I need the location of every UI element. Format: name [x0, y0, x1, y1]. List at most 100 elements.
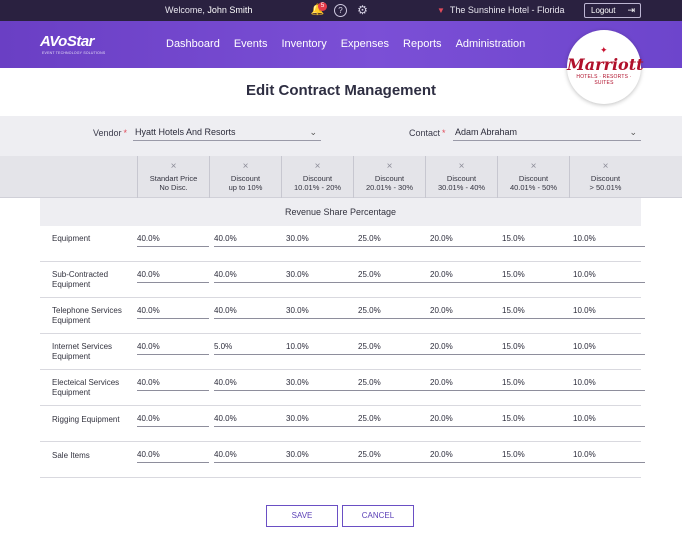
rate-input[interactable]: 15.0% [502, 412, 574, 427]
nav-item-dashboard[interactable]: Dashboard [166, 38, 220, 50]
rate-input[interactable]: 30.0% [286, 304, 358, 319]
rate-input[interactable]: 20.0% [430, 232, 502, 247]
rate-input[interactable]: 25.0% [358, 304, 430, 319]
nav-item-reports[interactable]: Reports [403, 38, 442, 50]
logout-icon: ⇥ [627, 5, 635, 15]
rate-input[interactable]: 40.0% [137, 232, 209, 247]
rate-input[interactable]: 20.0% [430, 268, 502, 283]
hotel-selector[interactable]: ▼ The Sunshine Hotel - Florida [437, 5, 564, 15]
rate-input[interactable]: 15.0% [502, 448, 574, 463]
rate-input[interactable]: 10.0% [573, 268, 645, 283]
nav-item-events[interactable]: Events [233, 38, 268, 50]
rate-input[interactable]: 30.0% [286, 232, 358, 247]
nav-item-expenses[interactable]: Expenses [340, 38, 390, 50]
discount-column: × Standart Price No Disc. [137, 156, 209, 198]
rate-input[interactable]: 40.0% [137, 412, 209, 427]
rate-input[interactable]: 40.0% [214, 232, 286, 247]
rate-input[interactable]: 20.0% [430, 304, 502, 319]
contact-label-text: Contact [409, 128, 441, 138]
rate-input[interactable]: 15.0% [502, 268, 574, 283]
close-icon[interactable]: × [602, 161, 609, 172]
close-icon[interactable]: × [530, 161, 537, 172]
vendor-value: Hyatt Hotels And Resorts [135, 127, 236, 137]
rate-input[interactable]: 30.0% [286, 268, 358, 283]
notification-badge: 5 [318, 2, 327, 11]
rate-input[interactable]: 40.0% [214, 448, 286, 463]
table-row: Telephone Services Equipment 40.0% 40.0% … [40, 298, 645, 334]
discount-column-range: 30.01% - 40% [437, 183, 486, 192]
rate-input[interactable]: 40.0% [137, 268, 209, 283]
table-row: Rigging Equipment 40.0% 40.0% 30.0% 25.0… [40, 406, 645, 442]
rate-input[interactable]: 30.0% [286, 448, 358, 463]
nav-item-inventory[interactable]: Inventory [281, 38, 327, 50]
rate-input[interactable]: 15.0% [502, 232, 574, 247]
rate-input[interactable]: 25.0% [358, 376, 430, 391]
vendor-label-text: Vendor [93, 128, 122, 138]
nav-item-administration[interactable]: Administration [455, 38, 526, 50]
table-row: Internet Services Equipment 40.0% 5.0% 10… [40, 334, 645, 370]
rate-input[interactable]: 20.0% [430, 376, 502, 391]
rate-input[interactable]: 20.0% [430, 412, 502, 427]
rate-input[interactable]: 25.0% [358, 268, 430, 283]
rate-input[interactable]: 15.0% [502, 304, 574, 319]
discount-column-title: Discount [446, 174, 477, 183]
rate-input[interactable]: 40.0% [137, 376, 209, 391]
rate-input[interactable]: 30.0% [286, 376, 358, 391]
rate-input[interactable]: 10.0% [573, 340, 645, 355]
rate-input[interactable]: 10.0% [286, 340, 358, 355]
close-icon[interactable]: × [314, 161, 321, 172]
rate-input[interactable]: 40.0% [214, 412, 286, 427]
rate-input[interactable]: 40.0% [214, 304, 286, 319]
rate-input[interactable]: 40.0% [137, 340, 209, 355]
rate-input[interactable]: 10.0% [573, 232, 645, 247]
rate-input[interactable]: 5.0% [214, 340, 286, 355]
rate-input[interactable]: 20.0% [430, 340, 502, 355]
close-icon[interactable]: × [242, 161, 249, 172]
rate-input[interactable]: 10.0% [573, 304, 645, 319]
rate-input[interactable]: 40.0% [214, 268, 286, 283]
rate-input[interactable]: 25.0% [358, 448, 430, 463]
hotel-name: The Sunshine Hotel - Florida [449, 5, 565, 15]
rate-input[interactable]: 15.0% [502, 376, 574, 391]
page-title: Edit Contract Management [245, 82, 437, 99]
rate-input[interactable]: 25.0% [358, 232, 430, 247]
logo-tagline: EVENT TECHNOLOGY SOLUTIONS [42, 51, 106, 55]
rate-input[interactable]: 10.0% [573, 448, 645, 463]
rate-input[interactable]: 10.0% [573, 376, 645, 391]
rate-input[interactable]: 25.0% [358, 412, 430, 427]
vendor-select[interactable]: Hyatt Hotels And Resorts ⌄ [133, 124, 321, 141]
close-icon[interactable]: × [386, 161, 393, 172]
rate-input[interactable]: 40.0% [137, 304, 209, 319]
rate-input[interactable]: 40.0% [137, 448, 209, 463]
app-logo[interactable]: AVoStar EVENT TECHNOLOGY SOLUTIONS [40, 33, 105, 55]
discount-column-range: 20.01% - 30% [365, 183, 414, 192]
row-label: Sale Items [52, 451, 90, 460]
gear-icon[interactable]: ⚙ [357, 3, 368, 17]
user-name[interactable]: John Smith [207, 5, 253, 15]
help-icon[interactable]: ? [334, 4, 347, 17]
discount-column-range: No Disc. [159, 183, 188, 192]
caret-down-icon: ▼ [437, 6, 445, 15]
rate-input[interactable]: 10.0% [573, 412, 645, 427]
discount-header: × Standart Price No Disc. × Discount up to 1… [0, 156, 682, 198]
discount-column: × Discount 30.01% - 40% [425, 156, 497, 198]
discount-column-range: 10.01% - 20% [293, 183, 342, 192]
logout-button[interactable]: Logout ⇥ [584, 3, 641, 18]
row-label: Equipment [52, 234, 91, 243]
rate-input[interactable]: 30.0% [286, 412, 358, 427]
close-icon[interactable]: × [170, 161, 177, 172]
rate-input[interactable]: 25.0% [358, 340, 430, 355]
table-row: Electeical Services Equipment 40.0% 40.0%… [40, 370, 645, 406]
rate-input[interactable]: 40.0% [214, 376, 286, 391]
close-icon[interactable]: × [458, 161, 465, 172]
brand-mark-icon: ✦ [600, 45, 608, 55]
discount-column: × Discount up to 10% [209, 156, 281, 198]
table-row: Sale Items 40.0% 40.0% 30.0% 25.0% 20.0%… [40, 442, 645, 478]
row-label: Sub-Contracted Equipment [52, 270, 109, 289]
save-button[interactable]: SAVE [266, 505, 338, 527]
cancel-button[interactable]: CANCEL [342, 505, 414, 527]
contact-select[interactable]: Adam Abraham ⌄ [453, 124, 641, 141]
required-mark: * [123, 128, 128, 138]
rate-input[interactable]: 20.0% [430, 448, 502, 463]
rate-input[interactable]: 15.0% [502, 340, 574, 355]
